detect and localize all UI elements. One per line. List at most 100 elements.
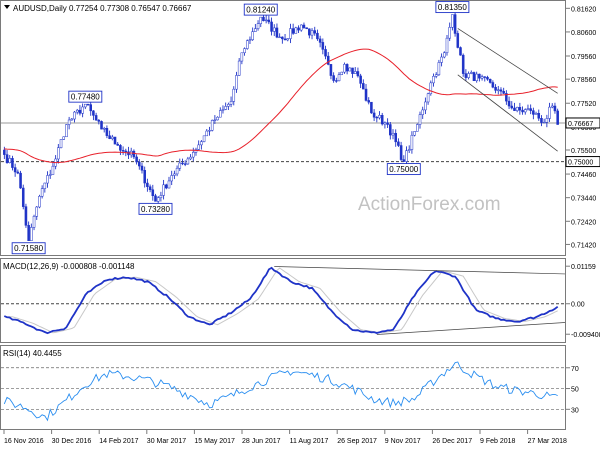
candle-body <box>248 39 252 42</box>
candle-body <box>175 167 179 175</box>
candle-body <box>518 106 522 111</box>
candle-body <box>48 174 52 176</box>
candle-body <box>496 89 500 91</box>
candle-body <box>116 143 119 146</box>
candle-body <box>59 139 63 148</box>
candle-body <box>46 175 49 184</box>
macd-title: MACD(12,26,9) -0.000808 -0.001148 <box>3 262 135 271</box>
candle-body <box>32 216 36 228</box>
candle-body <box>426 93 430 103</box>
candle-body <box>100 121 103 130</box>
candle-body <box>167 180 171 189</box>
candle-body <box>534 113 538 115</box>
candle-body <box>272 27 276 32</box>
candle-body <box>259 16 263 24</box>
price-axis: 0.816200.806000.795600.785600.775200.765… <box>565 6 600 249</box>
candle-body <box>321 42 325 50</box>
candle-body <box>386 122 389 125</box>
candle-body <box>407 149 411 151</box>
candle-body <box>378 115 381 119</box>
candle-body <box>302 24 306 28</box>
moving-average-line <box>4 48 558 164</box>
candle-body <box>499 89 503 92</box>
rsi-layer: 70 50 30 <box>1 361 579 422</box>
candle-body <box>38 196 41 208</box>
rsi-tick-label: 30 <box>571 407 579 414</box>
macd-upper-trendline <box>274 266 566 275</box>
price-label-text: 0.77480 <box>71 93 100 102</box>
candle-body <box>326 55 330 65</box>
candle-body <box>138 161 141 167</box>
candle-body <box>251 31 254 40</box>
candle-body <box>434 74 438 77</box>
candle-body <box>329 64 333 76</box>
candle-body <box>429 82 433 95</box>
candle-body <box>186 158 190 165</box>
candle-body <box>532 110 535 115</box>
candle-body <box>413 131 416 136</box>
time-tick-label: 28 Jun 2017 <box>242 438 281 445</box>
macd-layer: 0.01159 0.00 -0.009408 <box>1 264 600 339</box>
time-tick-label: 14 Feb 2017 <box>99 438 138 445</box>
price-label-box <box>243 3 278 16</box>
candle-body <box>391 132 395 136</box>
candle-body <box>470 72 473 74</box>
candle-body <box>148 186 152 190</box>
candle-body <box>224 106 227 110</box>
candle-body <box>81 106 84 114</box>
candle-body <box>453 14 457 34</box>
candle-body <box>324 49 327 57</box>
time-tick-label: 26 Sep 2017 <box>337 438 377 445</box>
candle-body <box>178 162 182 169</box>
price-tick-label: 0.74460 <box>571 172 596 179</box>
candle-body <box>364 88 368 101</box>
candle-body <box>62 136 66 140</box>
price-tick-label: 0.77520 <box>571 101 596 108</box>
candle-body <box>291 28 295 34</box>
price-tick-label: 0.81620 <box>571 6 596 13</box>
candle-body <box>135 156 138 163</box>
candle-body <box>5 154 9 163</box>
candle-body <box>507 100 511 107</box>
candle-body <box>356 71 360 77</box>
candle-body <box>548 106 551 119</box>
candle-body <box>13 167 17 173</box>
candle-body <box>542 121 546 124</box>
time-tick-label: 16 Nov 2016 <box>4 438 44 445</box>
candle-body <box>143 170 146 184</box>
candle-body <box>84 103 87 108</box>
candle-body <box>11 158 14 168</box>
candle-body <box>111 136 114 139</box>
candle-body <box>264 19 268 22</box>
candle-body <box>353 71 357 74</box>
candle-body <box>335 80 338 82</box>
rsi-title: RSI(14) 40.4455 <box>3 349 62 358</box>
candle-body <box>556 110 559 125</box>
candle-body <box>345 64 349 72</box>
candle-body <box>97 119 101 122</box>
candle-body <box>140 165 144 171</box>
candle-body <box>389 124 392 136</box>
time-tick-label: 27 Mar 2018 <box>528 438 567 445</box>
candle-body <box>65 124 68 138</box>
channel-lower-line <box>457 74 558 152</box>
candle-body <box>165 184 168 189</box>
candle-body <box>367 100 370 103</box>
candle-body <box>310 30 314 36</box>
candle-body <box>283 38 287 41</box>
macd-tick-label: 0.00 <box>571 302 585 309</box>
price-label-text: 0.73280 <box>141 205 170 214</box>
candle-body <box>467 73 470 78</box>
candle-body <box>332 75 335 81</box>
candle-body <box>73 111 76 120</box>
candle-body <box>221 109 225 111</box>
candle-body <box>348 67 352 72</box>
candle-body <box>456 33 460 48</box>
candle-body <box>146 182 149 187</box>
macd-tick-label: -0.009408 <box>571 332 600 339</box>
level-price-box <box>565 156 600 168</box>
candle-body <box>440 56 443 63</box>
collapse-triangle-icon[interactable] <box>4 5 10 9</box>
